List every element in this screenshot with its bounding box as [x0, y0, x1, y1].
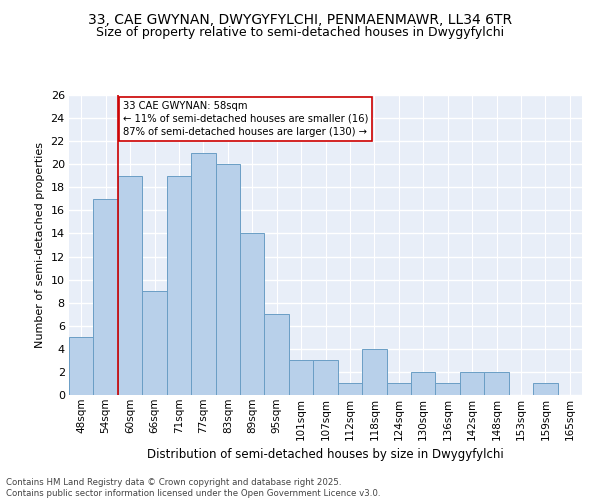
- Y-axis label: Number of semi-detached properties: Number of semi-detached properties: [35, 142, 45, 348]
- Bar: [484, 372, 509, 395]
- X-axis label: Distribution of semi-detached houses by size in Dwygyfylchi: Distribution of semi-detached houses by …: [147, 448, 504, 461]
- Bar: [142, 291, 167, 395]
- Text: 33 CAE GWYNAN: 58sqm
← 11% of semi-detached houses are smaller (16)
87% of semi-: 33 CAE GWYNAN: 58sqm ← 11% of semi-detac…: [123, 101, 368, 137]
- Bar: [167, 176, 191, 395]
- Text: Contains HM Land Registry data © Crown copyright and database right 2025.
Contai: Contains HM Land Registry data © Crown c…: [6, 478, 380, 498]
- Bar: [118, 176, 142, 395]
- Bar: [313, 360, 338, 395]
- Bar: [338, 384, 362, 395]
- Bar: [436, 384, 460, 395]
- Bar: [69, 338, 94, 395]
- Bar: [191, 152, 215, 395]
- Bar: [362, 349, 386, 395]
- Text: 33, CAE GWYNAN, DWYGYFYLCHI, PENMAENMAWR, LL34 6TR: 33, CAE GWYNAN, DWYGYFYLCHI, PENMAENMAWR…: [88, 12, 512, 26]
- Bar: [289, 360, 313, 395]
- Bar: [386, 384, 411, 395]
- Bar: [460, 372, 484, 395]
- Bar: [240, 234, 265, 395]
- Bar: [94, 199, 118, 395]
- Bar: [533, 384, 557, 395]
- Bar: [215, 164, 240, 395]
- Text: Size of property relative to semi-detached houses in Dwygyfylchi: Size of property relative to semi-detach…: [96, 26, 504, 39]
- Bar: [265, 314, 289, 395]
- Bar: [411, 372, 436, 395]
